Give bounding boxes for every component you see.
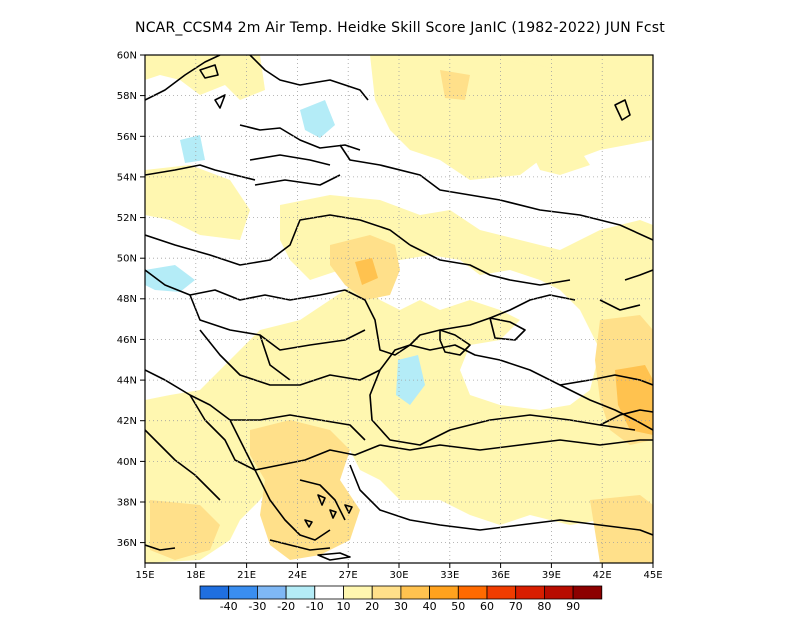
colorbar-label: 10 xyxy=(337,600,351,613)
lon-tick-label: 45E xyxy=(643,570,662,581)
lat-tick-label: 52N xyxy=(117,213,137,224)
colorbar-labels: -40 -30 -20 -10 10 20 30 40 50 60 70 80 … xyxy=(220,600,580,613)
colorbar-swatch xyxy=(285,585,316,600)
lon-tick-labels: 15E 18E 21E 24E 27E 30E 33E 36E 39E 42E … xyxy=(135,570,662,581)
grid-lines xyxy=(145,55,653,563)
lat-tick-label: 40N xyxy=(117,457,137,468)
country-borders xyxy=(145,55,653,561)
lat-tick-label: 46N xyxy=(117,335,137,346)
colorbar-label: -20 xyxy=(277,600,295,613)
colorbar-label: 70 xyxy=(509,600,523,613)
lat-tick-label: 48N xyxy=(117,294,137,305)
colorbar-swatch xyxy=(457,585,488,600)
colorbar-swatch xyxy=(314,585,344,600)
lon-tick-label: 36E xyxy=(491,570,510,581)
colorbar-label: 60 xyxy=(480,600,494,613)
colorbar-label: 20 xyxy=(365,600,379,613)
colorbar-swatch xyxy=(544,585,574,600)
lon-tick-label: 39E xyxy=(542,570,561,581)
colorbar-label: -30 xyxy=(248,600,266,613)
colorbar-label: 90 xyxy=(566,600,580,613)
lat-tick-label: 42N xyxy=(117,416,137,427)
colorbar-swatch xyxy=(429,585,459,600)
colorbar-label: 30 xyxy=(394,600,408,613)
lat-tick-label: 58N xyxy=(117,91,137,102)
colorbar-swatch xyxy=(515,585,545,600)
lon-tick-label: 30E xyxy=(389,570,408,581)
colorbar-swatch xyxy=(400,585,430,600)
colorbar-label: -10 xyxy=(306,600,324,613)
tick-marks xyxy=(140,54,654,568)
colorbar-swatch xyxy=(256,585,287,600)
lat-tick-label: 50N xyxy=(117,254,137,265)
colorbar xyxy=(199,585,603,600)
colorbar-swatch xyxy=(572,585,603,600)
lon-tick-label: 33E xyxy=(440,570,459,581)
lat-tick-label: 60N xyxy=(117,51,137,62)
lat-tick-label: 38N xyxy=(117,498,137,509)
lon-tick-label: 24E xyxy=(288,570,307,581)
colorbar-swatch xyxy=(343,585,373,600)
colorbar-swatch xyxy=(199,585,230,600)
lat-tick-label: 54N xyxy=(117,173,137,184)
lat-tick-labels: 36N 38N 40N 42N 44N 46N 48N 50N 52N 54N … xyxy=(117,51,137,550)
lon-tick-label: 18E xyxy=(186,570,205,581)
page-title: NCAR_CCSM4 2m Air Temp. Heidke Skill Sco… xyxy=(135,20,665,36)
colorbar-label: 80 xyxy=(537,600,551,613)
colorbar-swatch xyxy=(371,585,402,600)
colorbar-label: 40 xyxy=(423,600,437,613)
colorbar-label: 50 xyxy=(451,600,465,613)
colorbar-swatch xyxy=(228,585,258,600)
lon-tick-label: 21E xyxy=(237,570,256,581)
lon-tick-label: 15E xyxy=(135,570,154,581)
colorbar-label: -40 xyxy=(220,600,238,613)
lat-tick-label: 36N xyxy=(117,538,137,549)
lat-tick-label: 56N xyxy=(117,132,137,143)
colorbar-swatch xyxy=(486,585,517,600)
lat-tick-label: 44N xyxy=(117,376,137,387)
lon-tick-label: 42E xyxy=(593,570,612,581)
lon-tick-label: 27E xyxy=(339,570,358,581)
